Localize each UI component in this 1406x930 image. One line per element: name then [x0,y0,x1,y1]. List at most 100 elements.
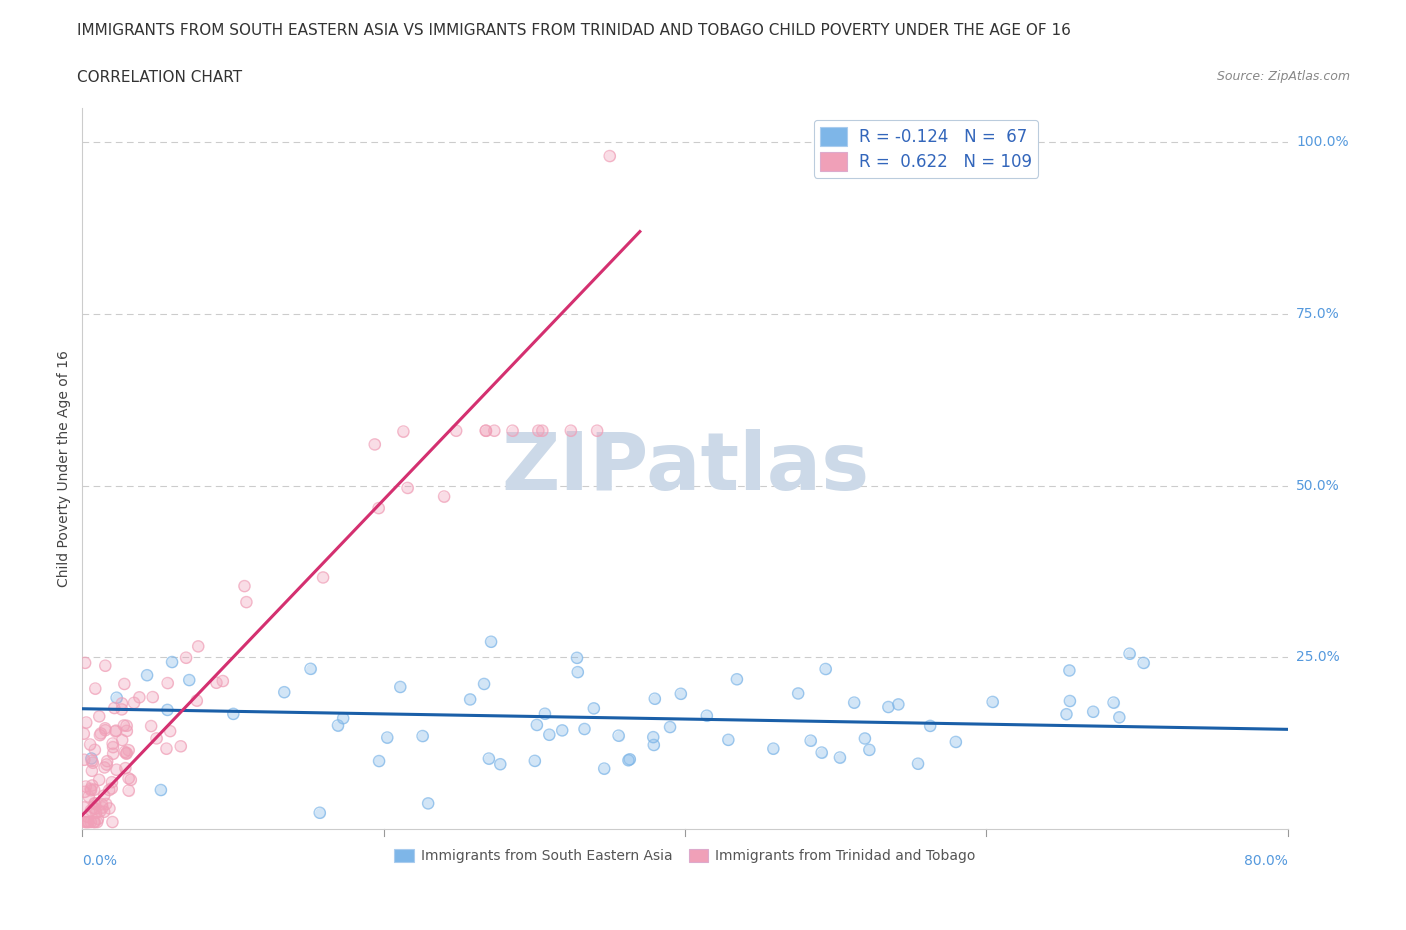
Point [111,702,134,717]
Point [560,423,582,438]
Point [858,742,880,757]
Point [89,773,111,788]
Point [83,796,105,811]
Point [105,690,128,705]
Point [93,788,115,803]
Point [114,761,136,776]
Point [83,796,105,811]
Point [114,745,136,760]
Point [101,737,124,751]
Point [326,718,349,733]
Point [73,726,96,741]
Point [565,650,588,665]
Point [83,815,105,830]
Point [80,783,103,798]
Point [332,711,354,725]
Point [80,764,103,778]
Point [170,738,193,753]
Text: ZIPatlas: ZIPatlas [501,430,869,508]
Point [364,437,387,452]
Point [75,815,97,830]
Point [94,796,117,811]
Point [98,782,121,797]
Point [105,763,128,777]
Point [433,489,456,504]
Point [814,661,837,676]
Point [80,815,103,830]
Point [717,733,740,748]
Point [762,741,785,756]
Point [101,815,124,830]
Point [82,755,104,770]
Point [122,696,145,711]
Point [538,727,561,742]
Point [1102,695,1125,710]
Point [100,781,122,796]
Point [607,728,630,743]
Point [567,665,589,680]
Point [527,423,550,438]
Point [73,784,96,799]
Point [111,702,134,717]
Point [105,690,128,705]
Point [86,815,108,830]
Point [76,809,98,824]
Point [75,779,97,794]
Point [617,753,640,768]
Point [117,743,139,758]
Point [93,760,115,775]
Point [93,804,115,819]
Point [89,773,111,788]
Point [945,735,967,750]
Point [101,775,124,790]
Point [142,690,165,705]
Point [98,782,121,797]
Y-axis label: Child Poverty Under the Age of 16: Child Poverty Under the Age of 16 [58,350,72,587]
Point [472,676,495,691]
Point [222,707,245,722]
Point [526,718,548,733]
Point [87,812,110,827]
Point [80,751,103,766]
Point [84,802,107,817]
Point [160,655,183,670]
Point [79,781,101,796]
Point [83,815,105,830]
Point [235,594,257,609]
Point [101,739,124,754]
Point [643,737,665,752]
Point [299,661,322,676]
Point [484,423,506,438]
Point [115,724,138,738]
Point [828,751,851,765]
Point [84,805,107,820]
Point [89,709,111,724]
Point [75,715,97,730]
Point [574,722,596,737]
Point [945,735,967,750]
Point [607,728,630,743]
Point [489,757,512,772]
Point [696,709,718,724]
Point [567,665,589,680]
Legend: Immigrants from South Eastern Asia, Immigrants from Trinidad and Tobago: Immigrants from South Eastern Asia, Immi… [389,844,981,869]
Point [696,709,718,724]
Point [396,481,419,496]
Point [80,753,103,768]
Point [526,718,548,733]
Point [80,803,103,817]
Point [80,764,103,778]
Point [582,701,605,716]
Point [83,742,105,757]
Point [80,803,103,817]
Point [159,724,181,738]
Point [91,797,114,812]
Point [101,739,124,754]
Point [725,671,748,686]
Point [814,661,837,676]
Point [170,738,193,753]
Point [367,500,389,515]
Point [619,751,641,766]
Point [312,570,335,585]
Point [76,815,98,830]
